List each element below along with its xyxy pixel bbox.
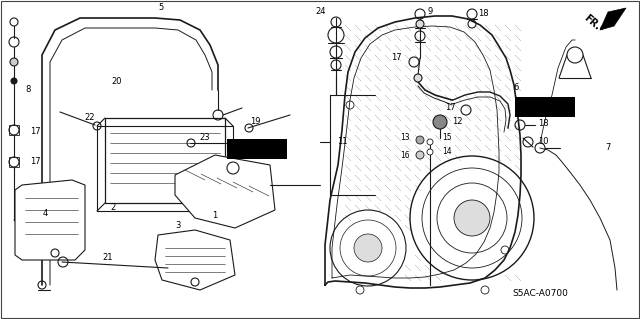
Text: 1: 1 <box>212 211 218 219</box>
Text: 6: 6 <box>513 84 518 93</box>
FancyBboxPatch shape <box>515 97 575 117</box>
Text: 18: 18 <box>538 120 548 129</box>
Text: 2: 2 <box>110 204 116 212</box>
Text: B-5-10: B-5-10 <box>239 144 275 154</box>
Circle shape <box>567 47 583 63</box>
Circle shape <box>416 136 424 144</box>
Text: 12: 12 <box>452 117 463 127</box>
Text: B-5-10: B-5-10 <box>527 102 563 112</box>
Circle shape <box>416 151 424 159</box>
Text: 20: 20 <box>112 78 122 86</box>
Text: 21: 21 <box>103 254 113 263</box>
Text: 13: 13 <box>401 133 410 143</box>
Circle shape <box>10 58 18 66</box>
Text: 17: 17 <box>392 54 402 63</box>
Text: S5AC-A0700: S5AC-A0700 <box>512 288 568 298</box>
Text: 17: 17 <box>30 158 40 167</box>
Text: 15: 15 <box>442 133 452 143</box>
Text: 16: 16 <box>401 151 410 160</box>
Circle shape <box>454 200 490 236</box>
Circle shape <box>416 20 424 28</box>
Text: 23: 23 <box>200 132 211 142</box>
Text: 7: 7 <box>605 144 611 152</box>
Circle shape <box>427 149 433 155</box>
Circle shape <box>354 234 382 262</box>
Text: 10: 10 <box>538 137 548 146</box>
Polygon shape <box>105 118 225 203</box>
Polygon shape <box>15 180 85 260</box>
Text: 9: 9 <box>428 8 433 17</box>
Polygon shape <box>600 8 626 30</box>
Polygon shape <box>175 155 275 228</box>
Text: 22: 22 <box>84 114 95 122</box>
Polygon shape <box>9 125 19 135</box>
Text: 19: 19 <box>250 117 260 127</box>
Text: FR.: FR. <box>582 12 602 32</box>
Text: 11: 11 <box>337 137 348 146</box>
Circle shape <box>11 78 17 84</box>
Polygon shape <box>155 230 235 290</box>
Circle shape <box>433 115 447 129</box>
Text: 17: 17 <box>445 103 456 113</box>
Text: 14: 14 <box>442 147 452 157</box>
Text: 17: 17 <box>30 128 40 137</box>
Text: 18: 18 <box>477 9 488 18</box>
Text: 5: 5 <box>158 4 164 12</box>
Text: 3: 3 <box>175 220 180 229</box>
Circle shape <box>414 74 422 82</box>
Text: 24: 24 <box>316 8 326 17</box>
Text: 8: 8 <box>26 85 31 94</box>
Text: 4: 4 <box>42 209 47 218</box>
Circle shape <box>427 139 433 145</box>
FancyBboxPatch shape <box>227 139 287 159</box>
Polygon shape <box>9 157 19 167</box>
